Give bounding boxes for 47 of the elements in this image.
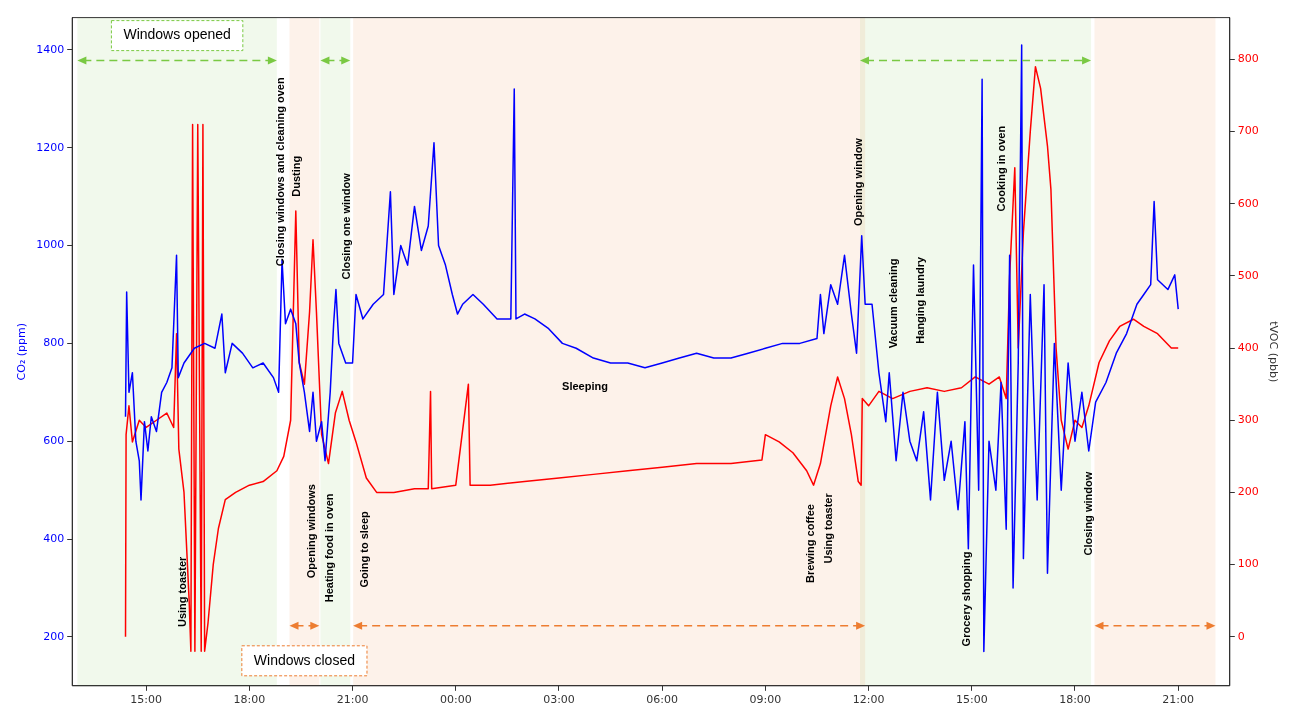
x-tick-label: 15:00 xyxy=(955,693,988,707)
x-tick-label: 00:00 xyxy=(439,693,472,707)
annotation: Using toaster xyxy=(176,555,189,627)
y-tick-label: 200 xyxy=(43,629,65,643)
y2-tick-label: 800 xyxy=(1237,52,1259,66)
annotation: Opening windows xyxy=(304,484,317,579)
y2-axis-title: tVOC (pbb) xyxy=(1266,321,1280,383)
x-tick-label: 03:00 xyxy=(543,693,575,707)
y2-tick-label: 400 xyxy=(1237,340,1259,354)
annotation: Closing one window xyxy=(339,172,352,280)
annotation: Going to sleep xyxy=(358,510,371,588)
annotation: Hanging laundry xyxy=(913,256,926,344)
y2-tick-label: 0 xyxy=(1237,629,1245,643)
y2-tick-label: 300 xyxy=(1237,413,1259,427)
x-tick-label: 18:00 xyxy=(1059,693,1091,707)
band-label: Windows closed xyxy=(253,651,355,668)
y2-tick-label: 200 xyxy=(1237,485,1259,499)
y2-tick-label: 500 xyxy=(1237,268,1259,282)
annotation: Sleeping xyxy=(562,380,608,393)
x-tick-label: 21:00 xyxy=(336,693,369,707)
x-tick-label: 15:00 xyxy=(130,693,163,707)
y-tick-label: 400 xyxy=(43,531,65,545)
y-tick-label: 1200 xyxy=(36,140,65,154)
annotation: Grocery shopping xyxy=(960,551,973,647)
y-tick-label: 1400 xyxy=(36,42,65,56)
x-tick-label: 21:00 xyxy=(1162,693,1195,707)
y2-tick-label: 700 xyxy=(1237,124,1259,138)
x-tick-label: 06:00 xyxy=(646,693,679,707)
y-tick-label: 600 xyxy=(43,434,65,448)
annotation: Closing windows and cleaning oven xyxy=(273,77,286,267)
annotation: Dusting xyxy=(289,155,302,197)
annotation: Using toaster xyxy=(822,492,835,564)
y-tick-label: 800 xyxy=(43,336,65,350)
annotation: Cooking in oven xyxy=(994,125,1007,212)
annotation: Vacuum cleaning xyxy=(887,258,900,349)
annotation: Closing window xyxy=(1081,471,1094,556)
annotation: Opening window xyxy=(852,137,865,227)
y2-tick-label: 100 xyxy=(1237,557,1259,571)
y2-tick-label: 600 xyxy=(1237,196,1259,210)
band-label: Windows opened xyxy=(123,26,231,43)
annotation: Heating food in oven xyxy=(323,493,336,603)
y-axis-title: CO₂ (ppm) xyxy=(15,322,29,381)
x-tick-label: 09:00 xyxy=(749,693,782,707)
x-tick-label: 18:00 xyxy=(233,693,266,707)
x-tick-label: 12:00 xyxy=(852,693,885,707)
annotation: Brewing coffee xyxy=(803,504,816,583)
y-tick-label: 1000 xyxy=(36,238,65,252)
